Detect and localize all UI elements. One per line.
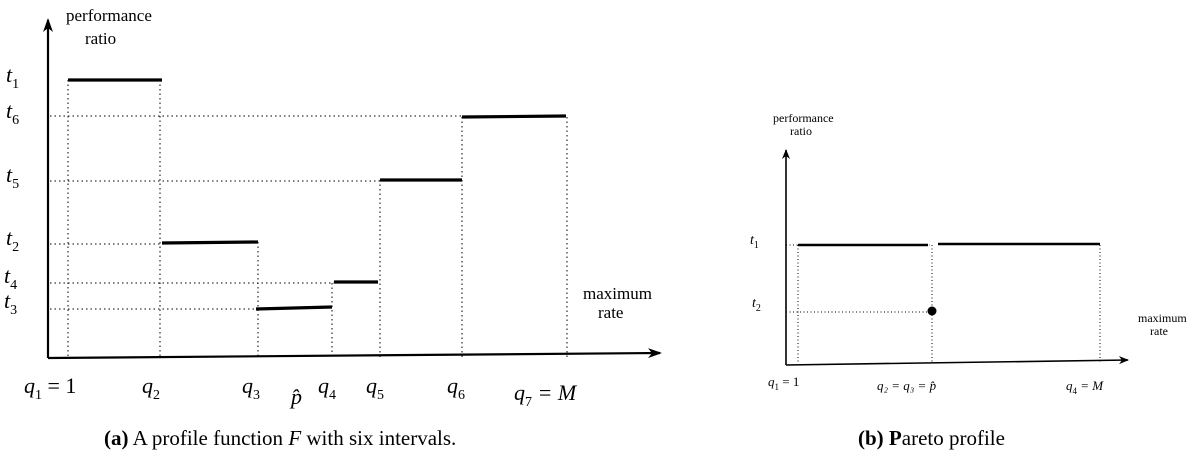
panel-b-xlabel-line1: maximum xyxy=(1138,311,1187,325)
y-tick-t6: t6 xyxy=(6,98,19,128)
segment-t2 xyxy=(161,240,259,245)
panel-a-xlabel-line1: maximum xyxy=(583,284,652,303)
panel-a-x-axis xyxy=(47,348,662,360)
x-tick-q7: q7 = M xyxy=(514,380,578,410)
panel-a-caption-text: A profile function xyxy=(128,426,289,450)
panel-b-caption-text: areto profile xyxy=(901,426,1005,450)
y-tick-t1: t1 xyxy=(6,62,19,92)
panel-b: performance ratio maximum rate t1 t2 q1 … xyxy=(750,111,1187,396)
x-tick-q5: q5 xyxy=(366,373,384,403)
panel-b-caption: (b) Pareto profile xyxy=(858,426,1005,451)
panel-a-vertical-guides xyxy=(67,80,568,358)
panel-b-x-axis xyxy=(785,356,1129,366)
panel-b-ylabel-line1: performance xyxy=(773,111,834,125)
segment-t6 xyxy=(461,114,567,119)
y-tick-t3: t3 xyxy=(4,288,17,318)
panel-a-x-ticks: q1 = 1 q2 q3 p̂ q4 q5 q6 q7 = M xyxy=(24,373,578,410)
panel-b-guides xyxy=(786,244,1101,363)
y-tick-b-t2: t2 xyxy=(752,296,761,314)
panel-a-ylabel-line1: performance xyxy=(66,6,152,25)
panel-b-y-ticks: t1 t2 xyxy=(750,233,761,314)
x-tick-q6: q6 xyxy=(447,373,465,403)
x-tick-p-hat: p̂ xyxy=(289,384,302,409)
panel-a-ylabel-line2: ratio xyxy=(85,29,116,48)
x-tick-q2: q2 xyxy=(142,373,160,403)
y-tick-t2: t2 xyxy=(6,225,19,255)
panel-a-xlabel-line2: rate xyxy=(598,303,623,322)
panel-b-ylabel-line2: ratio xyxy=(790,124,812,138)
segment-t3 xyxy=(255,305,333,311)
x-tick-q1: q1 = 1 xyxy=(24,373,76,403)
x-tick-b-q2-q3-p: q₂ = q₃ = p̂ xyxy=(877,378,937,393)
y-tick-t4: t4 xyxy=(4,263,17,293)
panel-a-horizontal-guides xyxy=(50,115,462,310)
panel-b-steps xyxy=(798,242,1100,247)
panel-a-steps xyxy=(68,78,567,311)
panel-a-y-ticks: t1 t6 t5 t2 t4 t3 xyxy=(4,62,19,318)
panel-a-caption: (a) A profile function F with six interv… xyxy=(104,426,456,451)
panel-a-caption-label: (a) xyxy=(104,426,129,450)
x-tick-b-q1: q1 = 1 xyxy=(768,374,799,392)
y-tick-t5: t5 xyxy=(6,162,19,192)
pareto-point xyxy=(927,306,937,316)
y-tick-b-t1: t1 xyxy=(750,233,759,251)
panel-a-caption-rest: with six intervals. xyxy=(301,426,457,450)
panel-b-caption-label: (b) P xyxy=(858,426,902,450)
panel-b-x-ticks: q1 = 1 q₂ = q₃ = p̂ q4 = M xyxy=(768,374,1104,396)
panel-b-xlabel-line2: rate xyxy=(1150,324,1168,338)
x-tick-q4: q4 xyxy=(318,373,336,403)
panel-a: performance ratio maximum rate t1 t6 t5 … xyxy=(4,6,662,410)
panel-a-caption-var: F xyxy=(288,426,302,450)
x-tick-b-q4: q4 = M xyxy=(1066,378,1104,396)
x-tick-q3: q3 xyxy=(242,373,260,403)
